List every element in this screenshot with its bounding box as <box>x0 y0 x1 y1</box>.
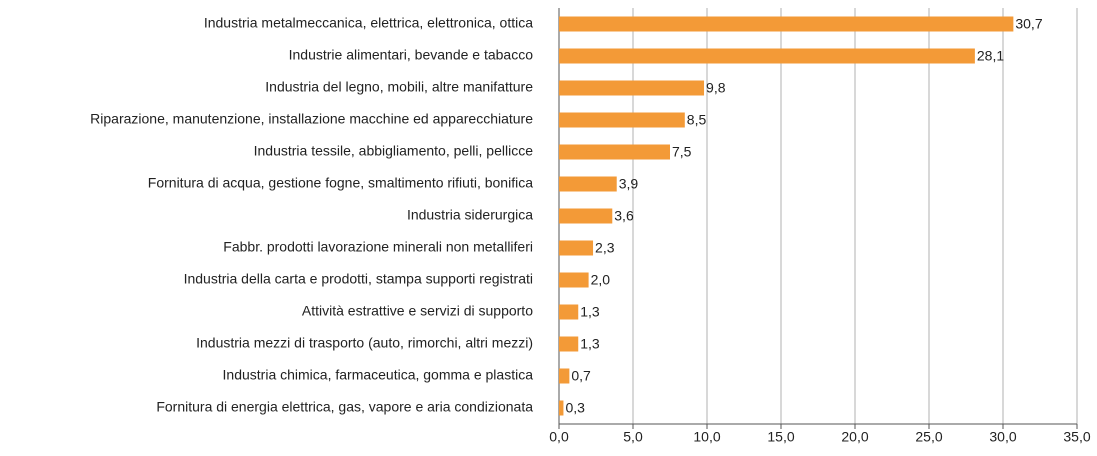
data-label: 28,1 <box>977 48 1004 64</box>
bar <box>559 112 685 128</box>
data-label: 1,3 <box>580 336 600 352</box>
y-tick-label: Industria siderurgica <box>407 207 533 223</box>
bar <box>559 208 613 224</box>
bar <box>559 240 594 256</box>
y-tick-label: Fornitura di energia elettrica, gas, vap… <box>156 399 533 415</box>
x-tick-label: 10,0 <box>693 429 720 445</box>
y-tick-label: Industria della carta e prodotti, stampa… <box>184 271 533 287</box>
x-tick-label: 0,0 <box>549 429 569 445</box>
bar <box>559 176 617 192</box>
bar <box>559 272 589 288</box>
y-tick-label: Fabbr. prodotti lavorazione minerali non… <box>223 239 533 255</box>
bar <box>559 336 579 352</box>
bar <box>559 400 564 416</box>
bar <box>559 16 1014 32</box>
bar <box>559 144 670 160</box>
bar <box>559 80 705 96</box>
data-label: 3,9 <box>619 176 639 192</box>
y-tick-label: Industria chimica, farmaceutica, gomma e… <box>223 367 534 383</box>
bar <box>559 368 570 384</box>
data-label: 9,8 <box>706 80 726 96</box>
x-tick-label: 25,0 <box>915 429 942 445</box>
data-label: 2,0 <box>591 272 611 288</box>
data-label: 3,6 <box>614 208 634 224</box>
x-tick-label: 35,0 <box>1063 429 1090 445</box>
bar <box>559 304 579 320</box>
bar <box>559 48 975 64</box>
y-tick-label: Riparazione, manutenzione, installazione… <box>90 111 533 127</box>
y-tick-label: Industria mezzi di trasporto (auto, rimo… <box>196 335 533 351</box>
y-tick-label: Industria del legno, mobili, altre manif… <box>265 79 533 95</box>
data-label: 1,3 <box>580 304 600 320</box>
data-label: 2,3 <box>595 240 615 256</box>
y-tick-label: Industria tessile, abbigliamento, pelli,… <box>254 143 534 159</box>
y-tick-label: Fornitura di acqua, gestione fogne, smal… <box>148 175 533 191</box>
y-tick-label: Attività estrattive e servizi di support… <box>302 303 533 319</box>
y-tick-label: Industria metalmeccanica, elettrica, ele… <box>204 15 533 31</box>
data-label: 8,5 <box>687 112 707 128</box>
data-label: 0,7 <box>571 368 591 384</box>
x-tick-label: 20,0 <box>841 429 868 445</box>
data-label: 30,7 <box>1015 16 1042 32</box>
data-label: 0,3 <box>565 400 585 416</box>
x-tick-label: 30,0 <box>989 429 1016 445</box>
x-tick-label: 5,0 <box>623 429 643 445</box>
x-tick-label: 15,0 <box>767 429 794 445</box>
y-tick-label: Industrie alimentari, bevande e tabacco <box>289 47 534 63</box>
data-label: 7,5 <box>672 144 692 160</box>
